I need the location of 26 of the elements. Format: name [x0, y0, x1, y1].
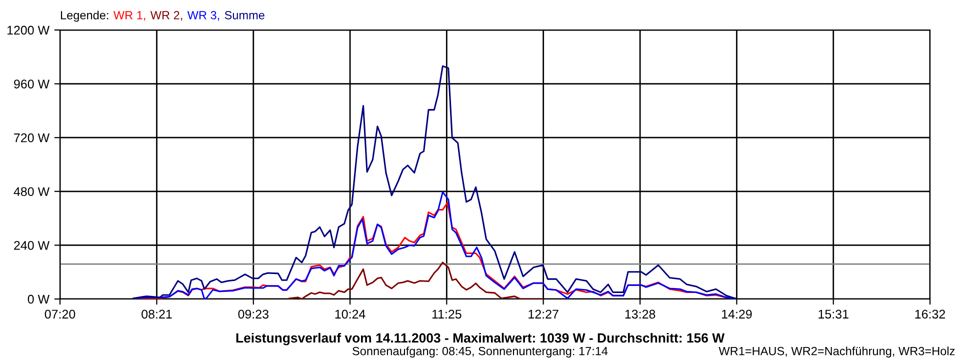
y-tick-label: 0 W — [28, 294, 50, 304]
y-tick-label: 480 W — [14, 187, 50, 196]
x-tick-label: 08:21 — [142, 310, 172, 319]
text: WR 3, — [187, 11, 220, 21]
x-tick-label: 11:25 — [432, 310, 462, 319]
text: WR 2, — [150, 11, 182, 21]
x-tick-label: 13:28 — [625, 310, 656, 319]
line-series — [132, 65, 736, 299]
text: Sonnenaufgang: 08:45, Sonnenuntergang: 17:14 — [352, 346, 608, 358]
legend-title: Legende: — [60, 10, 108, 22]
x-tick-label: 12:27 — [528, 310, 558, 318]
x-tick-label: 07:20 — [44, 310, 76, 319]
x-tick-label: 15:31 — [818, 310, 848, 319]
y-tick-label: 960 W — [14, 80, 50, 88]
text: WR 1, — [113, 11, 146, 21]
text: WR1=HAUS, WR2=Nachführung, WR3=Holz — [718, 346, 955, 358]
text: Summe — [224, 11, 264, 20]
x-tick-label: 16:32 — [915, 310, 946, 319]
y-tick-label: 1200 W — [7, 26, 50, 35]
line-series — [288, 262, 544, 299]
text: Leistungsverlauf vom 14.11.2003 - Maximalwert: 1039 W - Durchschnitt: 156 W — [236, 332, 725, 346]
x-tick-label: 10:24 — [335, 310, 366, 319]
y-tick-label: 720 W — [14, 133, 50, 142]
x-tick-label: 14:29 — [722, 310, 752, 319]
y-tick-label: 240 W — [14, 241, 50, 250]
x-tick-label: 09:23 — [238, 310, 268, 319]
